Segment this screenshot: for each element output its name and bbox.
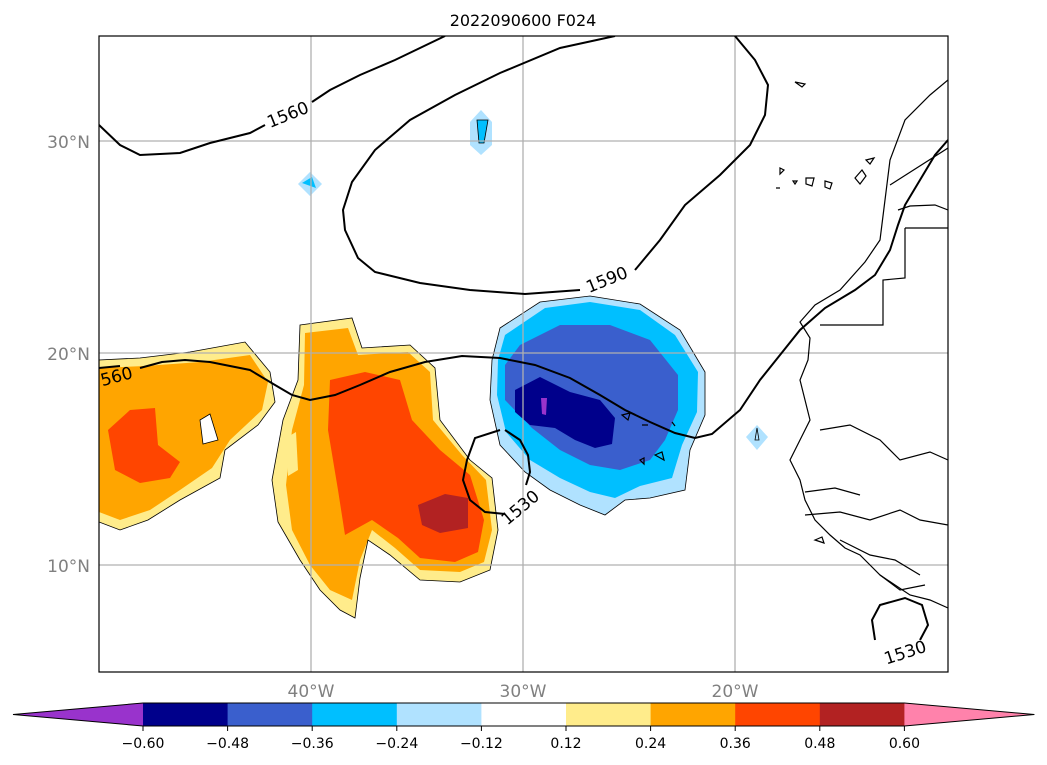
outline-neg-small-30n [476,119,489,144]
figure-title: 2022090600 F024 [450,11,597,30]
contour-1560-north [99,36,446,157]
shade-neg-060 [541,398,547,415]
colorbar-segment [396,703,482,726]
shade-neg-036 [505,325,678,470]
contour-1530-central [461,429,532,515]
colorbar-extend-high [904,703,1035,726]
lat-label-20n: 20°N [47,345,90,365]
shade-pos-yellow-island [286,432,298,476]
geopotential-contours [99,36,948,641]
lat-label-30n: 30°N [47,133,90,153]
contour-1560-south [139,139,948,440]
border-guinea-bissau [804,509,948,526]
lon-label-20w: 20°W [712,682,759,702]
shade-neg-small-16n [746,425,768,450]
shade-neg-048 [515,377,615,448]
colorbar-tick-label: 0.12 [550,736,581,752]
canary-4 [805,177,815,187]
colorbar-segment [735,703,821,726]
colorbar-tick-label: 0.36 [720,736,751,752]
shade-pos-048-central [418,494,468,533]
colorbar-tick-label: 0.48 [804,736,835,752]
positive-anomaly-west [99,342,275,530]
colorbar-segment [481,703,567,726]
lon-label-30w: 30°W [500,682,547,702]
map-plot-area: 1560 1590 560 1530 1530 [99,36,948,672]
anomaly-outlines [99,119,760,619]
canary-3 [791,180,799,186]
canary-6 [854,169,867,185]
border-morocco [889,147,948,186]
colorbar-tick-label: −0.60 [122,736,165,752]
lon-label-40w: 40°W [288,682,335,702]
longitude-labels: 40°W 30°W 20°W [288,682,759,702]
cape-verde-1 [620,412,631,422]
cape-verde-4 [653,451,665,462]
negative-anomaly [298,110,768,515]
outline-neg-small-16n [754,427,760,441]
outline-neg [489,295,706,516]
colorbar-tick-label: −0.36 [291,736,334,752]
contour-1530-se [870,596,930,641]
coastlines [620,79,948,609]
colorbar-tick-label: −0.24 [375,736,418,752]
colorbar-extend-low [13,703,143,726]
canary-7 [864,157,876,165]
canary-1 [779,167,786,176]
border-western-sahara [820,228,906,326]
colorbar-segment [650,703,736,726]
colorbar-segment [143,703,229,726]
contour-1590 [341,36,770,296]
coastline-africa [789,79,948,609]
canary-5 [824,180,833,190]
shade-neg-small-30n-core [477,120,488,143]
bijagos [813,536,825,544]
colorbar-tick-label: 0.60 [889,736,920,752]
colorbar-segment [312,703,398,726]
lat-label-10n: 10°N [47,557,90,577]
gridlines [99,36,948,672]
colorbar-tick-label: 0.24 [635,736,666,752]
border-senegal [819,424,948,461]
colorbar-tick-label: −0.12 [460,736,503,752]
outline-hole-west [199,413,219,445]
shade-pos-036 [108,408,180,483]
positive-anomaly-central [272,318,498,618]
cape-verde-3 [638,457,645,466]
colorbar-segment [566,703,652,726]
contour-1560-west-edge [99,365,121,369]
colorbar: −0.60 −0.48 −0.36 −0.24 −0.12 0.12 0.24 0.36 0.4… [12,702,1035,752]
shade-neg-small-28n-core [302,177,316,188]
colorbar-segment [819,703,905,726]
border-gambia [804,487,861,496]
outline-pos-west [99,341,276,531]
map-frame [98,35,949,673]
colorbar-tick-label: −0.48 [206,736,249,752]
madeira [794,81,807,88]
latitude-labels: 30°N 20°N 10°N [47,133,90,577]
outline-pos-central [271,317,499,619]
border-guinea [839,539,921,576]
hole-white-west [200,414,218,444]
border-liberia [879,574,926,591]
colorbar-segment [227,703,313,726]
cape-verde-5 [671,421,676,427]
